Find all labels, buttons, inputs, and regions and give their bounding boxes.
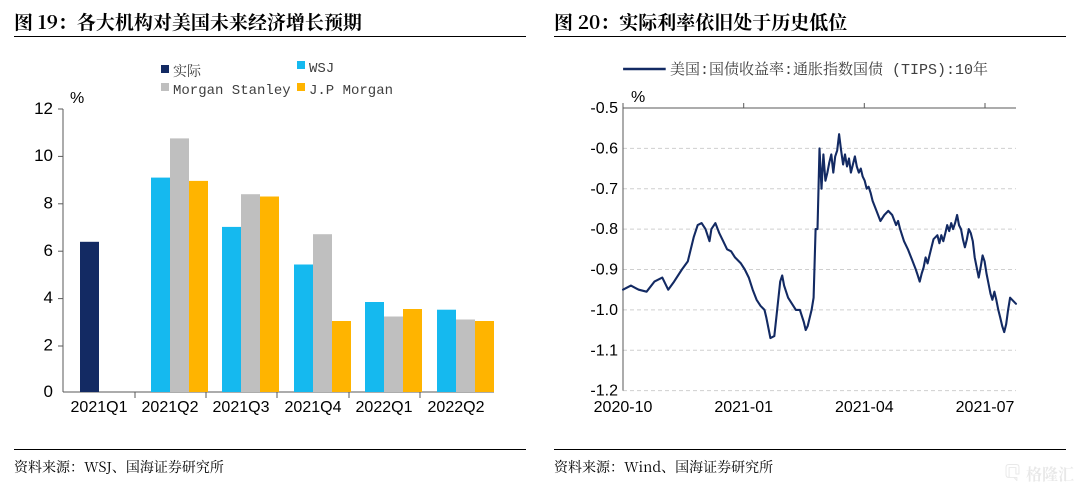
svg-text:8: 8 [44,193,53,212]
svg-text:2021Q1: 2021Q1 [71,399,128,416]
svg-text:2021Q3: 2021Q3 [213,399,270,416]
svg-text:6: 6 [44,241,53,260]
svg-text:0: 0 [44,382,53,401]
svg-text:%: % [70,90,84,107]
svg-text:10: 10 [34,146,53,165]
svg-text:2: 2 [44,336,53,355]
svg-text:2022Q2: 2022Q2 [428,399,485,416]
svg-text:2022Q1: 2022Q1 [356,399,413,416]
svg-text:12: 12 [34,99,53,118]
svg-text:4: 4 [44,288,53,307]
svg-text:格隆汇: 格隆汇 [1026,462,1074,485]
svg-text:2021Q4: 2021Q4 [285,399,342,416]
svg-text:2021Q2: 2021Q2 [142,399,199,416]
